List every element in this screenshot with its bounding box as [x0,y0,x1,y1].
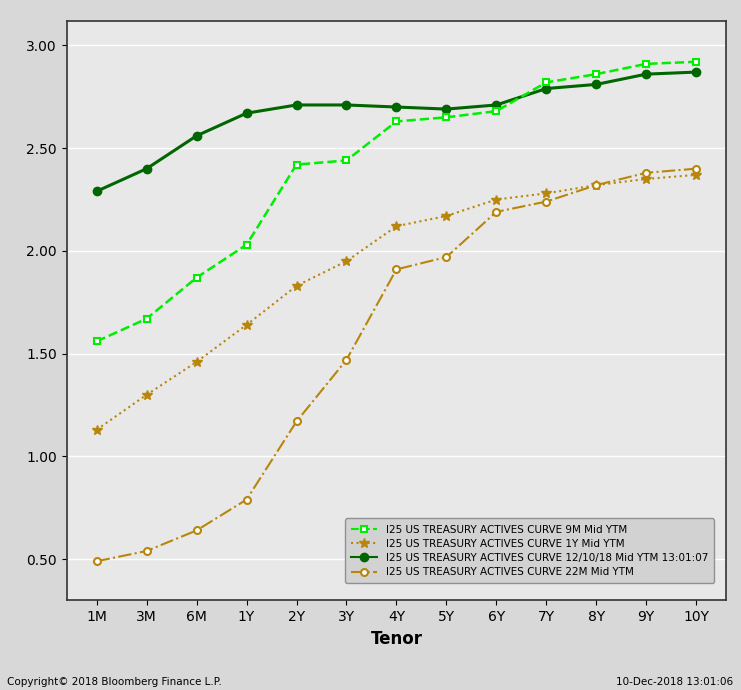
X-axis label: Tenor: Tenor [370,629,422,648]
I25 US TREASURY ACTIVES CURVE 22M Mid YTM [592,181,601,189]
I25 US TREASURY ACTIVES CURVE 1Y Mid YTM [292,282,301,290]
I25 US TREASURY ACTIVES CURVE 1Y Mid YTM [242,321,251,329]
I25 US TREASURY ACTIVES CURVE 1Y Mid YTM [192,357,201,366]
I25 US TREASURY ACTIVES CURVE 12/10/18 Mid YTM 13:01:07 [542,84,551,92]
I25 US TREASURY ACTIVES CURVE 12/10/18 Mid YTM 13:01:07 [92,187,101,195]
I25 US TREASURY ACTIVES CURVE 22M Mid YTM [192,526,201,535]
I25 US TREASURY ACTIVES CURVE 9M Mid YTM [92,337,101,346]
I25 US TREASURY ACTIVES CURVE 9M Mid YTM [692,58,701,66]
Legend: I25 US TREASURY ACTIVES CURVE 9M Mid YTM, I25 US TREASURY ACTIVES CURVE 1Y Mid Y: I25 US TREASURY ACTIVES CURVE 9M Mid YTM… [345,518,714,584]
I25 US TREASURY ACTIVES CURVE 22M Mid YTM [92,557,101,565]
I25 US TREASURY ACTIVES CURVE 9M Mid YTM [192,273,201,282]
I25 US TREASURY ACTIVES CURVE 1Y Mid YTM [542,189,551,197]
Line: I25 US TREASURY ACTIVES CURVE 12/10/18 Mid YTM 13:01:07: I25 US TREASURY ACTIVES CURVE 12/10/18 M… [93,68,700,195]
I25 US TREASURY ACTIVES CURVE 1Y Mid YTM [392,222,401,230]
I25 US TREASURY ACTIVES CURVE 9M Mid YTM [242,241,251,249]
I25 US TREASURY ACTIVES CURVE 22M Mid YTM [642,168,651,177]
I25 US TREASURY ACTIVES CURVE 22M Mid YTM [292,417,301,426]
I25 US TREASURY ACTIVES CURVE 9M Mid YTM [292,161,301,169]
I25 US TREASURY ACTIVES CURVE 12/10/18 Mid YTM 13:01:07 [242,109,251,117]
Line: I25 US TREASURY ACTIVES CURVE 9M Mid YTM: I25 US TREASURY ACTIVES CURVE 9M Mid YTM [93,59,700,345]
I25 US TREASURY ACTIVES CURVE 9M Mid YTM [142,315,151,323]
I25 US TREASURY ACTIVES CURVE 12/10/18 Mid YTM 13:01:07 [592,80,601,88]
I25 US TREASURY ACTIVES CURVE 12/10/18 Mid YTM 13:01:07 [292,101,301,109]
I25 US TREASURY ACTIVES CURVE 1Y Mid YTM [92,426,101,434]
I25 US TREASURY ACTIVES CURVE 9M Mid YTM [392,117,401,126]
I25 US TREASURY ACTIVES CURVE 9M Mid YTM [492,107,501,115]
I25 US TREASURY ACTIVES CURVE 22M Mid YTM [242,495,251,504]
I25 US TREASURY ACTIVES CURVE 22M Mid YTM [142,547,151,555]
I25 US TREASURY ACTIVES CURVE 22M Mid YTM [542,197,551,206]
I25 US TREASURY ACTIVES CURVE 12/10/18 Mid YTM 13:01:07 [142,164,151,172]
I25 US TREASURY ACTIVES CURVE 12/10/18 Mid YTM 13:01:07 [692,68,701,76]
Text: Copyright© 2018 Bloomberg Finance L.P.: Copyright© 2018 Bloomberg Finance L.P. [7,677,222,687]
Text: 10-Dec-2018 13:01:06: 10-Dec-2018 13:01:06 [617,677,734,687]
I25 US TREASURY ACTIVES CURVE 22M Mid YTM [442,253,451,262]
I25 US TREASURY ACTIVES CURVE 9M Mid YTM [642,60,651,68]
I25 US TREASURY ACTIVES CURVE 12/10/18 Mid YTM 13:01:07 [492,101,501,109]
I25 US TREASURY ACTIVES CURVE 12/10/18 Mid YTM 13:01:07 [642,70,651,78]
I25 US TREASURY ACTIVES CURVE 9M Mid YTM [542,78,551,86]
I25 US TREASURY ACTIVES CURVE 9M Mid YTM [442,113,451,121]
I25 US TREASURY ACTIVES CURVE 12/10/18 Mid YTM 13:01:07 [192,132,201,140]
I25 US TREASURY ACTIVES CURVE 22M Mid YTM [392,265,401,273]
I25 US TREASURY ACTIVES CURVE 9M Mid YTM [342,157,351,165]
I25 US TREASURY ACTIVES CURVE 1Y Mid YTM [342,257,351,266]
I25 US TREASURY ACTIVES CURVE 22M Mid YTM [492,208,501,216]
I25 US TREASURY ACTIVES CURVE 22M Mid YTM [342,355,351,364]
I25 US TREASURY ACTIVES CURVE 1Y Mid YTM [442,212,451,220]
I25 US TREASURY ACTIVES CURVE 12/10/18 Mid YTM 13:01:07 [442,105,451,113]
I25 US TREASURY ACTIVES CURVE 1Y Mid YTM [492,195,501,204]
I25 US TREASURY ACTIVES CURVE 9M Mid YTM [592,70,601,78]
I25 US TREASURY ACTIVES CURVE 12/10/18 Mid YTM 13:01:07 [392,103,401,111]
Line: I25 US TREASURY ACTIVES CURVE 22M Mid YTM: I25 US TREASURY ACTIVES CURVE 22M Mid YT… [93,165,700,564]
I25 US TREASURY ACTIVES CURVE 22M Mid YTM [692,164,701,172]
I25 US TREASURY ACTIVES CURVE 1Y Mid YTM [592,181,601,189]
I25 US TREASURY ACTIVES CURVE 1Y Mid YTM [692,170,701,179]
I25 US TREASURY ACTIVES CURVE 12/10/18 Mid YTM 13:01:07 [342,101,351,109]
I25 US TREASURY ACTIVES CURVE 1Y Mid YTM [142,391,151,399]
I25 US TREASURY ACTIVES CURVE 1Y Mid YTM [642,175,651,183]
Line: I25 US TREASURY ACTIVES CURVE 1Y Mid YTM: I25 US TREASURY ACTIVES CURVE 1Y Mid YTM [92,170,701,435]
